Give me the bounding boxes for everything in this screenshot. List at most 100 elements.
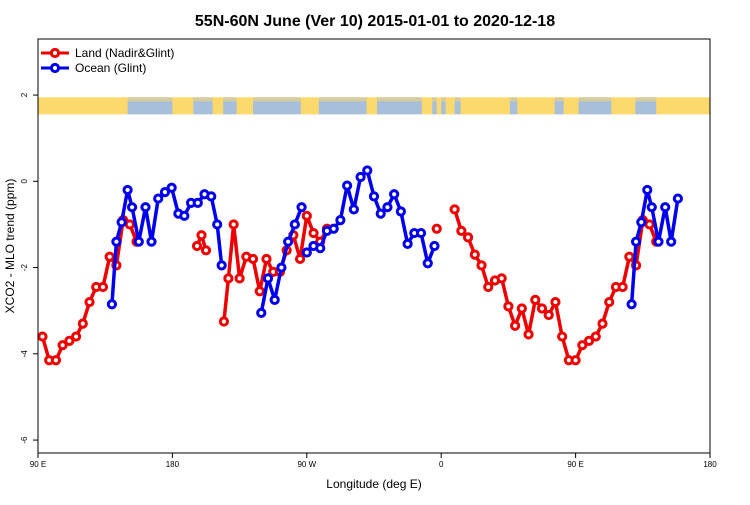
data-point [630, 236, 642, 247]
data-point [126, 202, 138, 213]
x-tick-label: 180 [703, 460, 717, 469]
data-point [583, 335, 595, 346]
data-point [523, 329, 534, 340]
data-point [191, 240, 203, 252]
data-point [256, 307, 267, 318]
band-ocean [253, 97, 301, 115]
y-axis: -6 -4 -2 0 2 [20, 92, 38, 444]
data-point [402, 238, 413, 249]
data-point [483, 281, 494, 293]
data-point [449, 204, 460, 215]
data-point [153, 193, 164, 204]
data-point [335, 215, 346, 226]
band-ocean [193, 97, 213, 115]
band-ocean [454, 97, 461, 115]
data-point [617, 281, 628, 293]
data-point [84, 296, 95, 308]
band-ocean [223, 97, 237, 115]
data-point [355, 171, 366, 183]
series-land [37, 204, 662, 366]
data-point [146, 236, 157, 247]
y-tick-label: 0 [20, 179, 29, 184]
plot-frame [37, 38, 711, 454]
data-point [159, 186, 171, 198]
data-point [389, 189, 400, 200]
data-point [395, 206, 406, 217]
data-point [382, 202, 393, 213]
data-point [296, 202, 307, 213]
band-ocean [318, 97, 367, 115]
landmask-band [38, 97, 710, 115]
band-ocean [509, 97, 518, 115]
data-point [269, 294, 280, 306]
data-point [328, 223, 339, 234]
data-point [179, 210, 190, 221]
data-point [368, 191, 380, 202]
y-tick-label: -4 [20, 350, 29, 358]
data-point [536, 303, 548, 314]
data-point [415, 227, 427, 239]
data-point [510, 320, 521, 331]
band-edge [38, 97, 710, 102]
y-axis-label: XCO2 - MLO trend (ppm) [3, 179, 17, 314]
x-tick-label: 180 [166, 460, 180, 469]
legend-marker [49, 62, 61, 74]
data-point [106, 299, 118, 310]
data-point [116, 217, 127, 228]
data-point [140, 202, 151, 213]
data-point [462, 232, 474, 243]
data-point [375, 208, 386, 219]
data-point [276, 262, 287, 273]
legend-label: Ocean (Glint) [75, 61, 146, 75]
data-point [254, 286, 265, 297]
data-point [283, 236, 294, 247]
data-point [104, 251, 115, 262]
data-point [57, 340, 68, 351]
legend-label: Land (Nadir&Glint) [75, 46, 174, 60]
data-point [261, 253, 272, 265]
y-tick-label: -2 [20, 263, 29, 271]
data-point [642, 184, 653, 196]
data-point [644, 219, 655, 230]
data-point [456, 225, 467, 237]
data-point [660, 202, 671, 213]
data-point [301, 210, 312, 221]
data-point [308, 227, 319, 239]
data-point [530, 294, 541, 306]
data-point [262, 273, 274, 284]
data-point [653, 236, 664, 247]
data-point [218, 316, 230, 327]
data-point [604, 296, 615, 308]
data-point [348, 204, 359, 215]
data-point [590, 331, 601, 342]
band-ocean [441, 97, 446, 115]
band-ocean [554, 97, 564, 115]
data-point [166, 182, 177, 193]
data-point [289, 219, 300, 230]
x-tick-label: 0 [439, 460, 444, 469]
data-point [234, 273, 245, 284]
data-point [646, 202, 657, 213]
x-axis-label: Longitude (deg E) [326, 477, 421, 491]
data-point [516, 303, 527, 314]
series-layer [37, 165, 683, 366]
data-point [97, 281, 109, 293]
x-tick-label: 90 W [297, 460, 316, 469]
series-line [40, 218, 139, 363]
data-point [200, 245, 212, 256]
data-point [476, 260, 487, 271]
data-point [597, 318, 608, 329]
data-point [122, 184, 133, 196]
data-point [223, 273, 234, 284]
series-line [305, 168, 437, 265]
band-ocean [432, 97, 437, 115]
data-point [315, 243, 326, 254]
series-ocean [106, 165, 683, 318]
x-tick-label: 90 E [567, 460, 583, 469]
data-point [624, 251, 635, 262]
data-point [111, 236, 122, 247]
data-point [216, 260, 227, 271]
legend-marker [49, 47, 61, 59]
data-point [577, 340, 588, 351]
